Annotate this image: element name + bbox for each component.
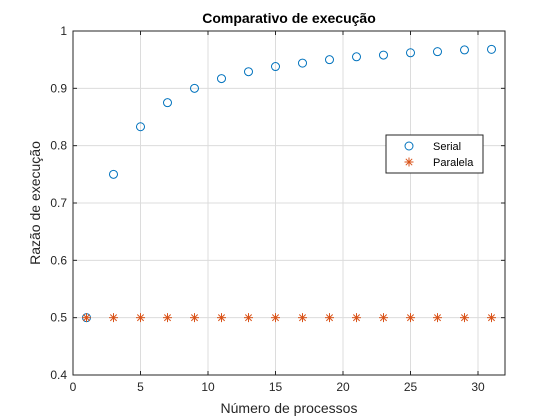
legend: Serial Paralela <box>385 134 484 174</box>
legend-marker-serial <box>404 141 414 151</box>
data-point-paralela <box>298 313 307 323</box>
data-point-paralela <box>163 313 172 323</box>
data-point-serial <box>244 67 253 77</box>
data-point-paralela <box>82 313 91 323</box>
data-point-serial <box>352 52 361 62</box>
y-tick-label: 0.6 <box>50 253 67 267</box>
data-point-serial <box>487 44 496 54</box>
x-tick-label: 5 <box>137 380 144 394</box>
data-point-paralela <box>460 313 469 323</box>
data-point-paralela <box>109 313 118 323</box>
legend-marker-glyph <box>404 141 414 151</box>
data-point-serial <box>433 47 442 57</box>
data-point-serial <box>109 169 118 179</box>
grid <box>72 30 505 376</box>
data-point-serial <box>325 55 334 65</box>
data-point-serial <box>298 58 307 68</box>
data-point-paralela <box>379 313 388 323</box>
data-point-paralela <box>217 313 226 323</box>
data-point-paralela <box>487 313 496 323</box>
data-point-serial <box>460 45 469 55</box>
x-axis-title: Número de processos <box>221 400 358 416</box>
y-tick-label: 0.5 <box>50 311 67 325</box>
data-point-paralela <box>406 313 415 323</box>
y-tick-label: 0.9 <box>50 81 67 95</box>
data-point-serial <box>136 122 145 132</box>
data-point-serial <box>271 62 280 72</box>
data-point-paralela <box>190 313 199 323</box>
data-point-paralela <box>271 313 280 323</box>
y-tick-label: 0.4 <box>50 368 67 382</box>
x-tick-label: 15 <box>269 380 283 394</box>
data-points <box>82 44 496 323</box>
axis-ticks: 0 5 10 15 20 25 30 0.4 0.5 0.6 0.7 0.8 0.9 1 <box>50 24 505 394</box>
legend-marker-paralela <box>404 157 414 167</box>
y-tick-label: 0.8 <box>50 139 67 153</box>
data-point-paralela <box>433 313 442 323</box>
data-point-serial <box>190 83 199 93</box>
data-point-paralela <box>325 313 334 323</box>
y-axis-title: Razão de execução <box>27 141 43 265</box>
data-point-serial <box>406 48 415 58</box>
data-point-paralela <box>136 313 145 323</box>
x-tick-label: 25 <box>404 380 418 394</box>
x-tick-label: 30 <box>471 380 485 394</box>
legend-label-serial: Serial <box>433 141 461 153</box>
data-point-serial <box>163 98 172 108</box>
data-point-paralela <box>352 313 361 323</box>
legend-marker-glyph <box>404 157 414 167</box>
y-tick-label: 0.7 <box>50 196 67 210</box>
x-tick-label: 20 <box>336 380 350 394</box>
legend-label-paralela: Paralela <box>433 157 474 169</box>
data-point-paralela <box>244 313 253 323</box>
data-point-serial <box>217 74 226 84</box>
legend-box <box>385 134 484 174</box>
x-tick-label: 0 <box>70 380 77 394</box>
x-tick-label: 10 <box>201 380 215 394</box>
data-point-serial <box>379 50 388 60</box>
y-tick-label: 1 <box>60 24 67 38</box>
chart-title: Comparativo de execução <box>202 10 376 26</box>
